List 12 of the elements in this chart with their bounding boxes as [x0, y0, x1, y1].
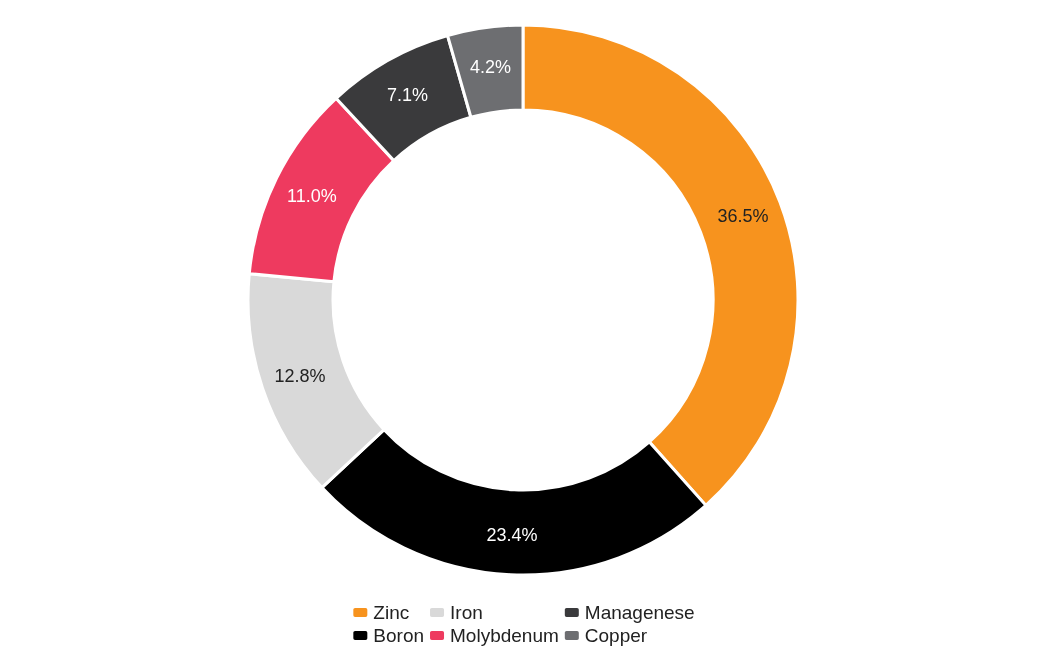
legend-label: Managenese: [584, 602, 695, 623]
legend-label: Copper: [584, 625, 648, 646]
legend-label: Zinc: [373, 602, 410, 623]
data-label: 11.0%: [287, 185, 337, 206]
legend-label: Iron: [450, 602, 483, 623]
data-label: 4.2%: [469, 56, 511, 77]
data-label: 12.8%: [274, 365, 326, 386]
legend-label: Boron: [373, 625, 425, 646]
data-label: 36.5%: [717, 206, 769, 227]
data-label: 23.4%: [486, 525, 538, 546]
legend-label: Molybdenum: [450, 625, 559, 646]
data-label: 7.1%: [386, 84, 429, 105]
